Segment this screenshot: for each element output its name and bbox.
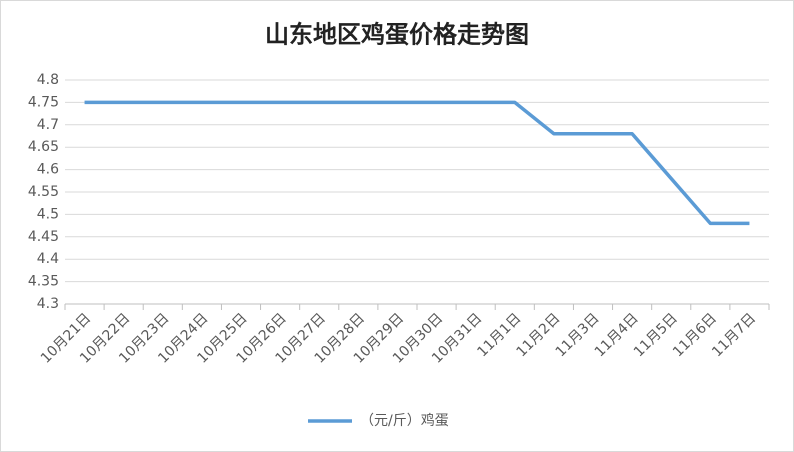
y-tick-label: 4.75 (28, 94, 59, 110)
chart-title: 山东地区鸡蛋价格走势图 (265, 20, 529, 49)
y-tick-label: 4.7 (37, 117, 59, 133)
y-tick-label: 4.5 (37, 206, 59, 222)
y-tick-label: 4.6 (37, 162, 59, 178)
legend-label: （元/斤）鸡蛋 (360, 412, 449, 429)
y-tick-label: 4.45 (28, 229, 59, 245)
y-tick-label: 4.8 (37, 72, 59, 88)
y-tick-label: 4.35 (28, 274, 59, 290)
series-line (84, 100, 750, 226)
y-tick-label: 4.55 (28, 184, 59, 200)
y-tick-label: 4.3 (37, 296, 59, 312)
y-tick-label: 4.65 (28, 139, 59, 155)
y-tick-label: 4.4 (37, 251, 59, 267)
